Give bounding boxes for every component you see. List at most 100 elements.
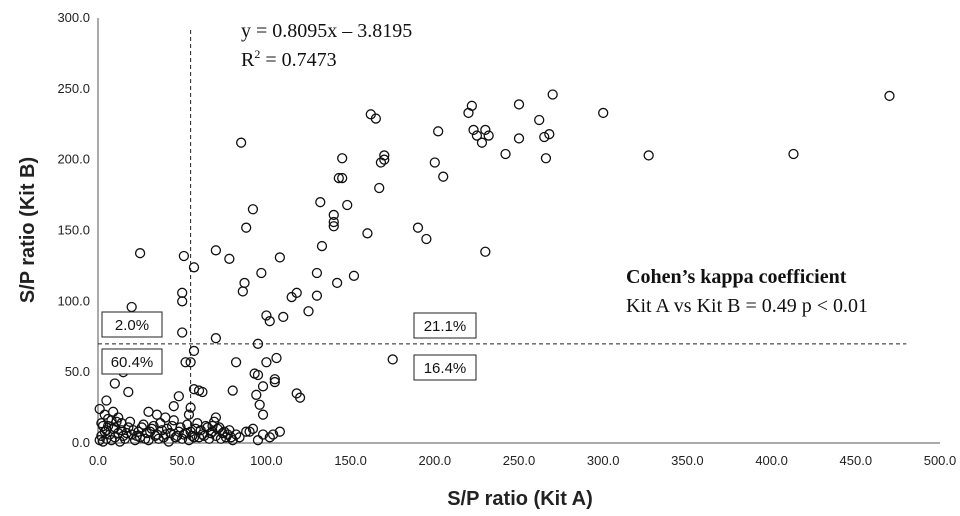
scatter-point (252, 369, 264, 381)
scatter-point (207, 420, 218, 432)
scatter-point (116, 425, 127, 436)
scatter-point (121, 427, 132, 439)
scatter-point (254, 399, 265, 410)
x-tick-label: 400.0 (755, 453, 788, 468)
scatter-point (234, 432, 245, 443)
scatter-point (212, 423, 223, 434)
scatter-point (274, 426, 286, 437)
quadrant-upper-left-label: 2.0% (115, 317, 149, 334)
scatter-point (468, 124, 479, 136)
scatter-point (513, 133, 525, 144)
scatter-point (884, 90, 895, 102)
y-tick-label: 200.0 (57, 152, 90, 167)
scatter-point (94, 403, 105, 415)
scatter-point (374, 182, 385, 194)
scatter-point (540, 153, 552, 164)
scatter-point (252, 338, 264, 349)
scatter-point (222, 429, 233, 440)
scatter-point (168, 401, 179, 412)
scatter-point (239, 277, 250, 289)
scatter-point (257, 429, 269, 440)
x-tick-label: 250.0 (503, 453, 536, 468)
scatter-point (124, 416, 136, 427)
y-tick-label: 50.0 (65, 364, 90, 379)
scatter-point (230, 357, 242, 368)
x-tick-label: 150.0 (334, 453, 367, 468)
scatter-point (303, 306, 314, 317)
scatter-point (328, 221, 339, 232)
scatter-point (264, 316, 275, 327)
scatter-point (114, 436, 126, 447)
scatter-point (438, 171, 449, 182)
scatter-point (433, 126, 444, 137)
quadrant-lower-right: 16.4% (413, 354, 477, 381)
scatter-point (342, 199, 353, 211)
scatter-point (500, 148, 511, 160)
quadrant-upper-left: 2.0% (101, 311, 163, 338)
scatter-point (165, 427, 176, 439)
scatter-point (256, 267, 267, 279)
scatter-point (480, 246, 491, 257)
scatter-point (178, 250, 190, 262)
scatter-point (241, 222, 252, 233)
scatter-point (333, 172, 344, 184)
quadrant-lower-right-label: 16.4% (424, 360, 467, 377)
scatter-point (145, 426, 156, 437)
scatter-point (311, 267, 323, 279)
scatter-point (173, 391, 184, 402)
x-tick-label: 450.0 (840, 453, 873, 468)
scatter-point (291, 287, 302, 298)
scatter-point (534, 114, 545, 126)
x-tick-label: 50.0 (170, 453, 195, 468)
scatter-point (261, 310, 272, 321)
scatter-point (247, 423, 259, 434)
scatter-point (328, 209, 339, 221)
scatter-point (429, 157, 440, 168)
quadrant-upper-right-label: 21.1% (424, 318, 467, 335)
scatter-point (202, 422, 213, 433)
scatter-point (185, 426, 196, 437)
scatter-point (466, 100, 477, 111)
r2-value: = 0.7473 (260, 49, 336, 71)
quadrant-upper-right: 21.1% (413, 312, 477, 339)
scatter-point (195, 425, 206, 436)
scatter-point (143, 406, 154, 417)
scatter-point (274, 252, 286, 263)
scatter-point (421, 233, 432, 245)
x-tick-label: 100.0 (250, 453, 283, 468)
scatter-point (480, 124, 491, 136)
scatter-point (188, 262, 200, 273)
scatter-point (108, 406, 119, 417)
scatter-point (483, 130, 494, 141)
scatter-point (177, 327, 188, 338)
y-tick-label: 300.0 (57, 10, 90, 25)
scatter-point (148, 420, 159, 432)
scatter-point (348, 270, 360, 281)
scatter-point (547, 89, 558, 100)
scatter-point (251, 389, 262, 400)
scatter-point (643, 150, 654, 161)
x-tick-label: 500.0 (924, 453, 957, 468)
y-tick-label: 250.0 (57, 81, 90, 96)
y-tick-label: 150.0 (57, 223, 90, 238)
y-tick-label: 100.0 (57, 293, 90, 308)
scatter-point (183, 409, 195, 420)
scatter-point (140, 433, 151, 444)
r-squared: R2 = 0.7473 (241, 47, 337, 71)
scatter-point (261, 357, 272, 368)
quadrant-lower-left: 60.4% (101, 348, 163, 375)
scatter-point (185, 357, 196, 368)
x-tick-label: 350.0 (671, 453, 704, 468)
scatter-point (362, 228, 373, 239)
scatter-point (155, 418, 166, 429)
scatter-point (123, 386, 134, 398)
scatter-point (267, 429, 279, 440)
scatter-point (788, 148, 799, 160)
scatter-point (224, 253, 235, 264)
scatter-point (101, 395, 112, 406)
scatter-point (177, 287, 188, 298)
scatter-point (178, 429, 190, 440)
scatter-point (235, 137, 247, 148)
scatter-point (412, 222, 424, 233)
